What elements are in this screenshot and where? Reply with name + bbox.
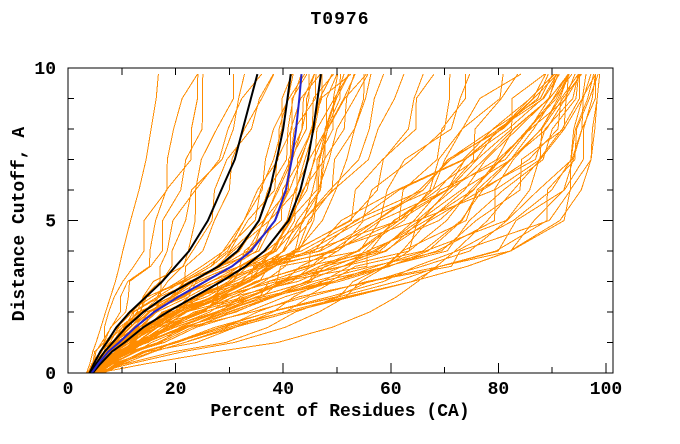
curve-model-black-1 (88, 73, 259, 374)
ensemble-curve (97, 73, 596, 374)
y-tick-label: 10 (34, 60, 56, 80)
ensemble-curve (88, 74, 199, 374)
ensemble-curve (101, 73, 592, 374)
ensemble-curve (88, 73, 556, 374)
ensemble-curve (101, 74, 587, 374)
ensemble-curve (98, 74, 580, 374)
ensemble-curve (94, 73, 471, 374)
x-axis-label: Percent of Residues (CA) (210, 402, 470, 422)
ensemble-curve (86, 74, 159, 374)
ensemble-curve (89, 73, 553, 374)
ensemble-curve (89, 73, 302, 374)
ensemble-curve (91, 73, 557, 374)
chart-title: T0976 (310, 10, 370, 30)
x-tick-label: 80 (488, 380, 510, 400)
y-tick-label: 5 (45, 213, 56, 233)
axis-ticks (67, 67, 613, 374)
x-tick-label: 60 (380, 380, 402, 400)
ensemble-curve (98, 73, 582, 374)
ensemble-curve (96, 74, 365, 374)
ensemble-curves (86, 73, 601, 374)
curve-model-black-2 (89, 73, 292, 374)
ensemble-curve (88, 73, 315, 374)
highlight-curves (88, 73, 322, 374)
x-tick-label: 0 (63, 380, 74, 400)
ensemble-curve (96, 73, 579, 374)
ensemble-curve (95, 73, 569, 374)
ensemble-curve (92, 73, 350, 374)
ensemble-curve (103, 73, 595, 374)
x-tick-label: 40 (272, 380, 294, 400)
x-tick-label: 100 (590, 380, 622, 400)
ensemble-curve (93, 73, 559, 374)
curve-model-black-3 (91, 73, 322, 374)
ensemble-curve (86, 73, 198, 374)
tick-labels: 0 20 40 60 80 100 0 5 10 (34, 60, 622, 400)
ensemble-curve (94, 73, 573, 374)
y-tick-label: 0 (45, 365, 56, 385)
ensemble-curve (89, 73, 308, 374)
ensemble-curve (96, 73, 570, 374)
curve-model-blue (90, 74, 303, 374)
ensemble-curve (93, 73, 569, 374)
ensemble-curve (91, 73, 547, 374)
ensemble-curve (97, 73, 372, 374)
x-tick-label: 20 (165, 380, 187, 400)
